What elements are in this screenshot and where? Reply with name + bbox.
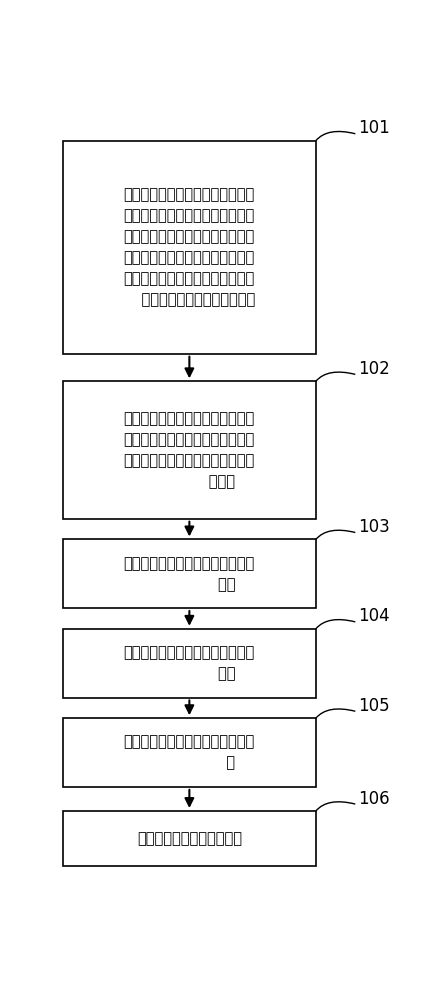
Text: 在绞合的多根导线外包覆内钢丝铠
                  装: 在绞合的多根导线外包覆内钢丝铠 装 <box>124 734 255 770</box>
Text: 101: 101 <box>359 119 391 137</box>
Text: 105: 105 <box>359 697 390 715</box>
Text: 102: 102 <box>359 360 391 378</box>
Bar <box>63 539 316 608</box>
Text: 104: 104 <box>359 607 390 625</box>
Text: 将具有上述截面形状的内导体芯线
和外导体芯线拼接成截面为圆形的
导线，通过绞线机围绕着中心轴扭
              成导线: 将具有上述截面形状的内导体芯线 和外导体芯线拼接成截面为圆形的 导线，通过绞线机… <box>124 411 255 489</box>
Text: 将每组包覆内绝缘层的导线绞合为
                圆形: 将每组包覆内绝缘层的导线绞合为 圆形 <box>124 645 255 681</box>
Text: 103: 103 <box>359 518 391 536</box>
Bar <box>63 718 316 787</box>
Text: 通过挤塑方式在导线外部包覆内绝
                缘层: 通过挤塑方式在导线外部包覆内绝 缘层 <box>124 556 255 592</box>
Text: 106: 106 <box>359 790 390 808</box>
Bar <box>63 811 316 866</box>
Bar <box>63 381 316 519</box>
Bar <box>63 141 316 354</box>
Text: 在内钢丝铠装外包覆外护套: 在内钢丝铠装外包覆外护套 <box>137 831 242 846</box>
Bar <box>63 629 316 698</box>
Text: 用金属坯料拉制导体，导体包括内
导体和外导体，内导体截面为圆形
，由多个截面为半圆形或扇形的芯
线组成，外导体截面为圆环形，且
与内导体拼接后形成圆形截面，由
: 用金属坯料拉制导体，导体包括内 导体和外导体，内导体截面为圆形 ，由多个截面为半… <box>123 187 256 307</box>
